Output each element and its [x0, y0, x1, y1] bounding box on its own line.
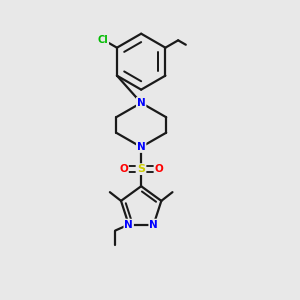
- Text: N: N: [124, 220, 133, 230]
- Text: N: N: [137, 98, 146, 108]
- Text: N: N: [137, 142, 146, 152]
- Text: Cl: Cl: [98, 34, 108, 45]
- Text: S: S: [137, 164, 145, 174]
- Text: N: N: [149, 220, 158, 230]
- Text: O: O: [154, 164, 163, 174]
- Text: O: O: [119, 164, 128, 174]
